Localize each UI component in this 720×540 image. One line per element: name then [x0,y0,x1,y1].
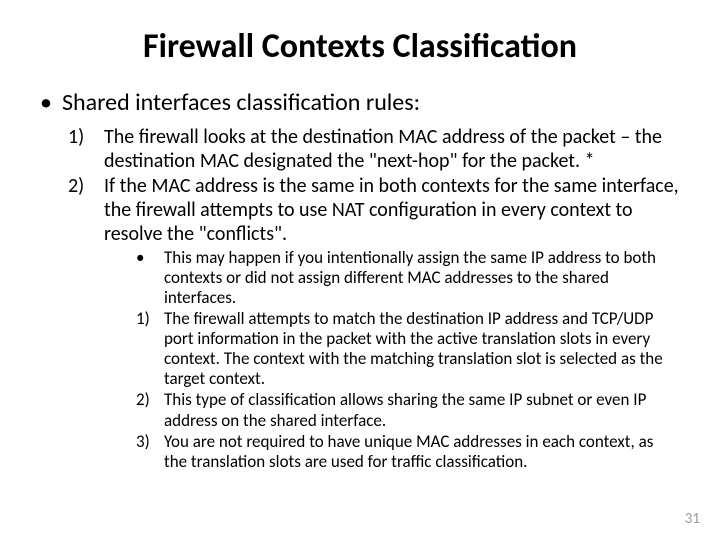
sub-marker: 3) [136,432,164,472]
sub-item: 3) You are not required to have unique M… [136,432,680,472]
list-text: If the MAC address is the same in both c… [104,175,680,246]
sub-item: • This may happen if you intentionally a… [136,248,680,308]
page-number: 31 [685,510,700,528]
sub-text: This type of classification allows shari… [164,390,680,430]
lead-bullet-row: • Shared interfaces classification rules… [40,89,680,118]
list-marker: 1) [68,126,104,173]
sub-text: The firewall attempts to match the desti… [164,309,680,389]
list-text: The firewall looks at the destination MA… [104,126,680,173]
sub-list: • This may happen if you intentionally a… [136,248,680,472]
sub-marker: 1) [136,309,164,389]
sub-marker: • [136,248,164,308]
slide-title: Firewall Contexts Classification [40,28,680,65]
sub-text: You are not required to have unique MAC … [164,432,680,472]
bullet-icon: • [40,89,62,118]
sub-marker: 2) [136,390,164,430]
numbered-item: 1) The firewall looks at the destination… [68,126,680,173]
numbered-item: 2) If the MAC address is the same in bot… [68,175,680,246]
slide: Firewall Contexts Classification • Share… [0,0,720,540]
lead-text: Shared interfaces classification rules: [62,89,420,118]
sub-text: This may happen if you intentionally ass… [164,248,680,308]
list-marker: 2) [68,175,104,246]
sub-item: 2) This type of classification allows sh… [136,390,680,430]
sub-item: 1) The firewall attempts to match the de… [136,309,680,389]
